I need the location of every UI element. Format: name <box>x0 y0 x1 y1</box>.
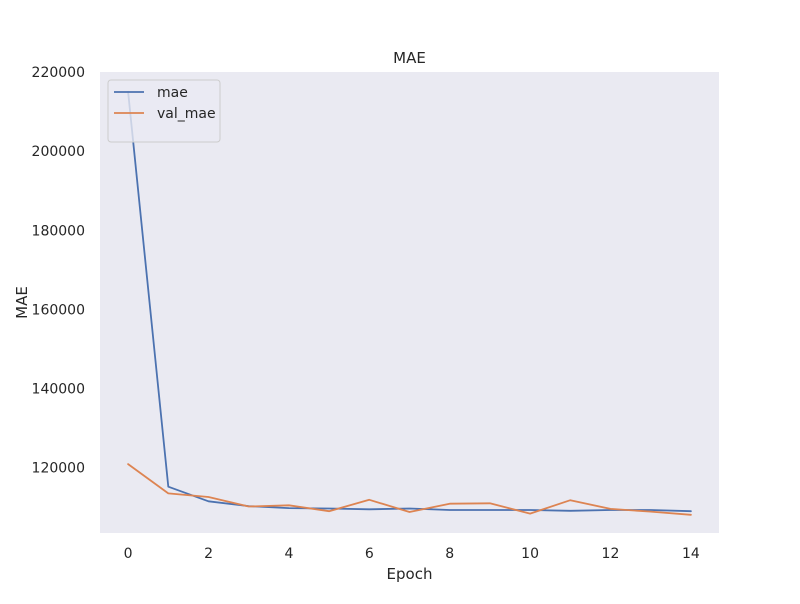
legend-label-mae: mae <box>157 85 188 101</box>
x-tick-label: 0 <box>124 546 133 562</box>
y-tick-label: 140000 <box>32 382 85 398</box>
series-line-mae <box>127 90 692 513</box>
legend-box <box>107 79 221 143</box>
legend-label-val-mae: val_mae <box>157 106 216 122</box>
y-tick-label: 160000 <box>32 302 85 318</box>
x-tick-label: 14 <box>682 546 700 562</box>
x-tick-label: 8 <box>445 546 454 562</box>
y-tick-label: 200000 <box>32 144 85 160</box>
y-tick-label: 180000 <box>32 223 85 239</box>
y-axis-ticks: 120000 140000 160000 180000 200000 220000 <box>32 65 85 477</box>
x-tick-label: 10 <box>521 546 539 562</box>
y-axis-title: MAE <box>13 286 31 319</box>
x-tick-label: 2 <box>204 546 213 562</box>
y-tick-label: 120000 <box>32 461 85 477</box>
series-line-val-mae <box>127 463 692 516</box>
x-axis-ticks: 0 2 4 6 8 10 12 14 <box>124 546 700 562</box>
x-tick-label: 4 <box>284 546 293 562</box>
x-tick-label: 6 <box>365 546 374 562</box>
series-layer <box>127 90 692 516</box>
y-tick-label: 220000 <box>32 65 85 81</box>
legend: mae val_mae <box>107 79 221 143</box>
plot-area <box>100 72 719 533</box>
x-tick-label: 12 <box>602 546 620 562</box>
x-axis-title: Epoch <box>387 565 433 583</box>
chart-title: MAE <box>393 49 426 67</box>
